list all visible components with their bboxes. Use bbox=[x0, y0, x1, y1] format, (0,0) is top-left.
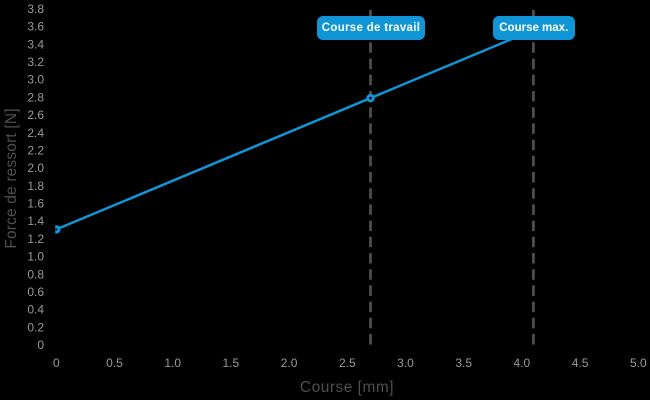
svg-text:3.0: 3.0 bbox=[27, 73, 44, 87]
svg-text:1.2: 1.2 bbox=[27, 232, 44, 246]
svg-text:1.4: 1.4 bbox=[27, 214, 44, 228]
svg-text:0.4: 0.4 bbox=[27, 303, 44, 317]
svg-text:2.0: 2.0 bbox=[281, 356, 298, 370]
svg-text:3.8: 3.8 bbox=[27, 2, 44, 16]
svg-text:0: 0 bbox=[53, 356, 60, 370]
svg-text:3.4: 3.4 bbox=[27, 37, 44, 51]
svg-text:Force de ressort [N]: Force de ressort [N] bbox=[3, 108, 20, 248]
svg-text:0.2: 0.2 bbox=[27, 320, 44, 334]
svg-text:1.5: 1.5 bbox=[223, 356, 240, 370]
svg-text:2.5: 2.5 bbox=[339, 356, 356, 370]
svg-text:3.0: 3.0 bbox=[397, 356, 414, 370]
svg-text:3.6: 3.6 bbox=[27, 20, 44, 34]
svg-text:4.0: 4.0 bbox=[514, 356, 531, 370]
svg-text:3.2: 3.2 bbox=[27, 55, 44, 69]
svg-text:4.5: 4.5 bbox=[572, 356, 589, 370]
svg-text:2.0: 2.0 bbox=[27, 161, 44, 175]
svg-text:0.8: 0.8 bbox=[27, 267, 44, 281]
svg-text:5.0: 5.0 bbox=[630, 356, 647, 370]
svg-text:3.5: 3.5 bbox=[455, 356, 472, 370]
svg-text:1.0: 1.0 bbox=[164, 356, 181, 370]
svg-text:1.0: 1.0 bbox=[27, 250, 44, 264]
svg-text:1.6: 1.6 bbox=[27, 197, 44, 211]
svg-text:Course [mm]: Course [mm] bbox=[300, 379, 394, 396]
svg-text:0.5: 0.5 bbox=[106, 356, 123, 370]
svg-text:2.6: 2.6 bbox=[27, 108, 44, 122]
svg-text:2.4: 2.4 bbox=[27, 126, 44, 140]
svg-text:1.8: 1.8 bbox=[27, 179, 44, 193]
svg-text:2.8: 2.8 bbox=[27, 90, 44, 104]
svg-text:2.2: 2.2 bbox=[27, 144, 44, 158]
svg-text:0.6: 0.6 bbox=[27, 285, 44, 299]
svg-text:0: 0 bbox=[37, 338, 44, 352]
